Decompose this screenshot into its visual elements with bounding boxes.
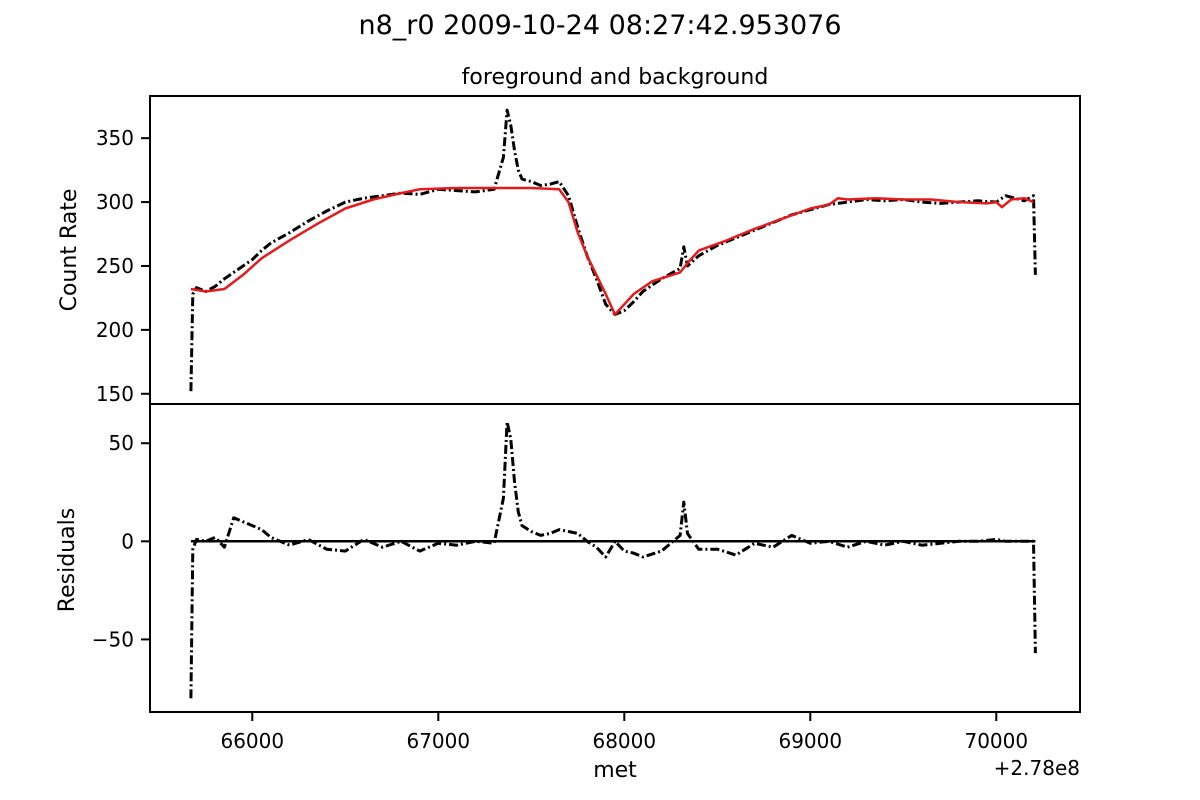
top-panel-title: foreground and background [461, 65, 769, 90]
x-axis-offset-text: +2.78e8 [994, 756, 1080, 780]
bottom-panel: −50 0 50 66000 67000 68000 69000 70000 Residua… [55, 403, 1081, 783]
x-tick-label: 68000 [592, 729, 656, 753]
x-axis-label: met [593, 758, 637, 783]
top-y-ticks: 150 200 250 300 350 [96, 126, 150, 406]
bottom-plot-area [189, 420, 1037, 699]
bottom-y-tick-label: −50 [92, 627, 134, 651]
figure-suptitle: n8_r0 2009-10-24 08:27:42.953076 [358, 10, 842, 41]
bottom-y-tick-label: 50 [109, 431, 134, 455]
bottom-y-tick-label: 0 [121, 529, 134, 553]
top-panel: 150 200 250 300 350 Count Rate [57, 95, 1081, 406]
x-tick-label: 66000 [220, 729, 284, 753]
top-y-tick-label: 350 [96, 126, 134, 150]
top-plot-area [189, 108, 1037, 392]
top-series-0-line [189, 108, 1037, 392]
bottom-axes-frame [149, 403, 1081, 713]
top-y-tick-label: 300 [96, 190, 134, 214]
x-tick-label: 70000 [964, 729, 1028, 753]
top-y-axis-label: Count Rate [57, 189, 82, 312]
x-tick-label: 67000 [406, 729, 470, 753]
bottom-series-0-line [189, 420, 1037, 699]
top-series-1-line [190, 186, 1034, 316]
x-tick-label: 69000 [778, 729, 842, 753]
bottom-y-ticks: −50 0 50 [92, 431, 150, 651]
bottom-y-axis-label: Residuals [55, 508, 80, 612]
top-y-tick-label: 250 [96, 254, 134, 278]
top-y-tick-label: 200 [96, 318, 134, 342]
bottom-x-ticks: 66000 67000 68000 69000 70000 [220, 712, 1028, 753]
top-axes-frame [149, 95, 1081, 405]
top-y-tick-label: 150 [96, 382, 134, 406]
